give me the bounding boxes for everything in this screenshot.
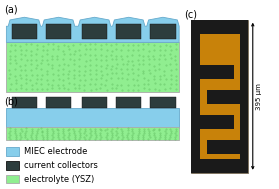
Bar xyxy=(150,24,175,39)
Bar xyxy=(6,161,19,170)
Bar xyxy=(6,127,179,140)
Bar xyxy=(46,24,71,39)
Polygon shape xyxy=(6,17,179,42)
Text: (c): (c) xyxy=(184,9,197,19)
Bar xyxy=(240,24,246,168)
Bar xyxy=(193,24,246,168)
Bar xyxy=(6,108,179,128)
Bar xyxy=(150,97,175,108)
Text: (a): (a) xyxy=(4,5,18,15)
Bar xyxy=(193,24,200,168)
Text: current collectors: current collectors xyxy=(24,161,98,170)
Bar xyxy=(200,65,234,79)
Bar xyxy=(207,90,240,104)
Bar xyxy=(116,97,141,108)
Text: electrolyte (YSZ): electrolyte (YSZ) xyxy=(24,175,95,184)
Bar xyxy=(191,20,248,173)
Bar xyxy=(82,97,107,108)
Bar xyxy=(6,175,19,184)
Bar xyxy=(116,24,141,39)
Bar xyxy=(200,115,234,129)
Text: 395 μm: 395 μm xyxy=(256,83,262,110)
Bar xyxy=(193,24,246,34)
Bar xyxy=(191,20,248,173)
Text: (b): (b) xyxy=(4,97,18,107)
Text: MIEC electrode: MIEC electrode xyxy=(24,147,88,156)
Bar xyxy=(82,24,107,39)
Bar xyxy=(207,140,240,154)
Bar xyxy=(6,147,19,156)
Bar xyxy=(46,97,71,108)
Bar xyxy=(12,97,37,108)
Bar xyxy=(200,159,246,168)
Bar xyxy=(6,42,179,92)
Bar xyxy=(12,24,37,39)
